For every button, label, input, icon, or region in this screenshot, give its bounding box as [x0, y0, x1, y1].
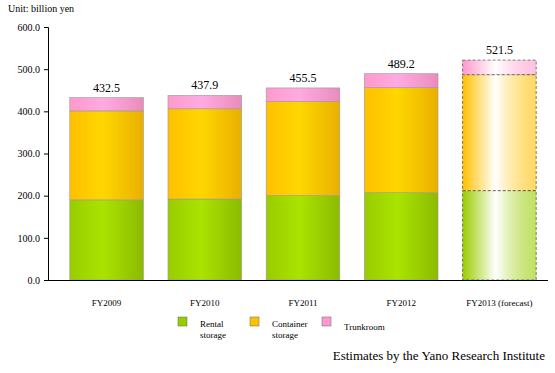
bar-segment: [70, 200, 144, 280]
y-tick: 200.0: [18, 190, 49, 201]
total-label: 455.5: [290, 71, 317, 85]
total-label: 437.9: [191, 78, 218, 92]
y-tick-label: 600.0: [18, 22, 41, 33]
unit-label: Unit: billion yen: [8, 3, 74, 14]
y-tick: 500.0: [18, 64, 49, 75]
y-tick-label: 400.0: [18, 106, 41, 117]
y-tick-mark: [44, 196, 48, 197]
x-tick: FY2009: [92, 298, 122, 308]
y-tick-label: 200.0: [18, 190, 41, 201]
y-tick-mark: [44, 27, 48, 28]
legend-swatch: [178, 317, 187, 326]
x-tick: FY2013 (forecast): [466, 298, 532, 308]
total-label: 521.5: [486, 43, 513, 57]
source-note: Estimates by the Yano Research Institute: [333, 348, 546, 363]
x-axis-line: [48, 280, 548, 281]
y-tick-label: 0.0: [28, 275, 41, 286]
legend-label: Containerstorage: [272, 319, 308, 340]
y-tick: 600.0: [18, 22, 49, 33]
bar-segment: [70, 98, 144, 111]
total-label: 432.5: [93, 81, 120, 95]
total-label: 489.2: [388, 57, 415, 71]
x-tick: FY2010: [190, 298, 220, 308]
bar-segment: [364, 88, 438, 193]
y-tick: 300.0: [18, 148, 49, 159]
bar-segment: [266, 88, 340, 102]
bar-segment: [168, 95, 242, 108]
y-tick-label: 300.0: [18, 148, 41, 159]
y-tick-label: 100.0: [18, 233, 41, 244]
y-tick-mark: [44, 238, 48, 239]
x-tick-label: FY2009: [92, 298, 122, 308]
legend-label: Rentalstorage: [200, 319, 226, 340]
y-tick: 0.0: [28, 275, 49, 286]
legend-label: Trunkroom: [344, 322, 385, 332]
x-axis: FY2009 FY2010 FY2011 FY2012 FY2013 (forecast…: [48, 281, 548, 309]
x-tick-label: FY2011: [288, 298, 317, 308]
x-tick-label: FY2012: [386, 298, 416, 308]
x-tick-label: FY2010: [190, 298, 220, 308]
y-axis: 0.0 100.0 200.0 300.0 400.0 500.0 600.0: [18, 22, 49, 286]
totals: 432.5 437.9 455.5 489.2 521.5: [93, 43, 513, 95]
y-axis-line: [44, 28, 49, 281]
bar-segment: [70, 111, 144, 200]
bar-segment: [463, 191, 537, 280]
y-tick-mark: [44, 154, 48, 155]
y-tick-mark: [44, 69, 48, 70]
x-tick-label: FY2013 (forecast): [466, 298, 532, 308]
bars: [70, 60, 536, 280]
y-tick-label: 500.0: [18, 64, 41, 75]
bar-segment: [266, 196, 340, 280]
chart: 432.5 437.9 455.5 489.2 521.5 0.0 100.0 200.0 30…: [0, 0, 555, 373]
bar-segment: [364, 193, 438, 280]
bar-segment: [463, 60, 537, 75]
y-tick: 400.0: [18, 106, 49, 117]
bar-segment: [463, 75, 537, 191]
legend-swatch: [250, 317, 259, 326]
bar-segment: [168, 109, 242, 199]
x-tick: FY2012: [386, 298, 416, 308]
legend: Rentalstorage Containerstorage Trunkroom: [178, 317, 385, 340]
bar-segment: [168, 199, 242, 280]
y-tick-mark: [44, 280, 48, 281]
x-tick: FY2011: [288, 298, 317, 308]
bar-segment: [364, 74, 438, 88]
bar-segment: [266, 102, 340, 196]
legend-swatch: [322, 317, 331, 326]
y-tick: 100.0: [18, 233, 49, 244]
y-tick-mark: [44, 111, 48, 112]
